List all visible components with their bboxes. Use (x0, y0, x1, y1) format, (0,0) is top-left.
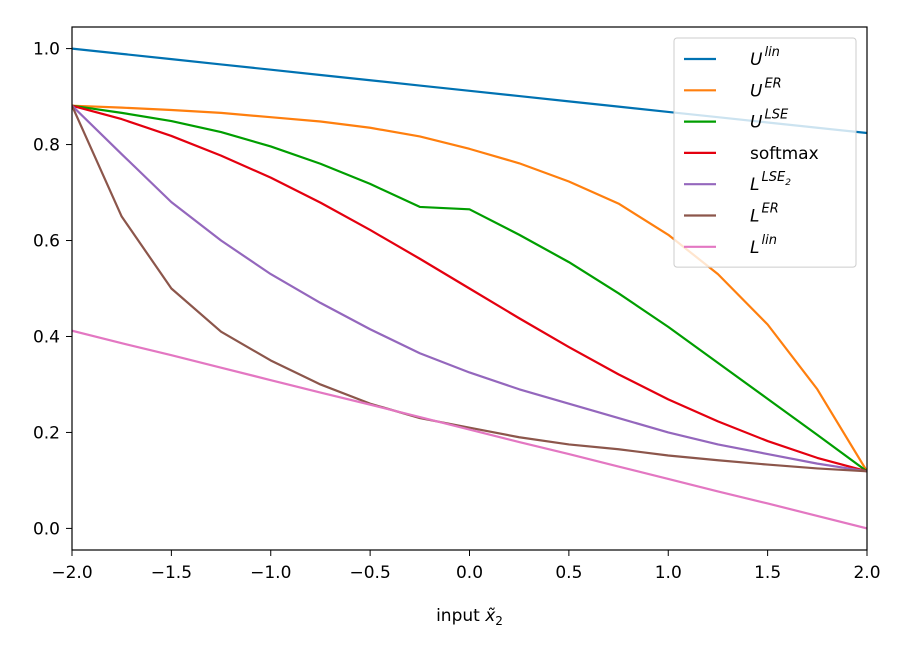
x-axis-label-var: x̃ (484, 606, 496, 626)
y-axis: 0.0 0.2 0.4 0.6 0.8 1.0 (33, 40, 72, 539)
y-tick-label: 0.6 (33, 232, 60, 252)
series-line-1 (72, 104, 867, 472)
y-tick-label: 0.2 (33, 423, 60, 443)
x-tick-label: 0.5 (555, 563, 582, 583)
series-line-3 (72, 104, 867, 473)
series-line-2 (72, 104, 867, 473)
legend-label: softmax (750, 144, 819, 164)
series-line-5 (72, 105, 867, 473)
y-tick-label: 0.8 (33, 136, 60, 156)
x-tick-label: 1.5 (754, 563, 781, 583)
legend-label: L LSE2 (750, 170, 791, 195)
x-tick-label: 0.0 (456, 563, 483, 583)
x-tick-label: −1.0 (250, 563, 291, 583)
x-axis-label: input x̃2 (436, 606, 503, 628)
legend-item: U ER (684, 76, 782, 101)
legend-item: L ER (684, 202, 779, 227)
x-tick-label: 2.0 (853, 563, 880, 583)
legend-item: L LSE2 (684, 170, 791, 195)
legend-label: L ER (750, 202, 779, 227)
x-axis: −2.0 −1.5 −1.0 −0.5 0.0 0.5 1.0 1.5 2.0 (51, 550, 881, 583)
x-tick-label: −1.5 (151, 563, 192, 583)
x-axis-label-main: input (436, 606, 485, 626)
y-tick-label: 0.4 (33, 327, 60, 347)
series-line-6 (72, 329, 867, 530)
series-line-4 (72, 104, 867, 473)
legend-box (673, 37, 857, 268)
legend-item: softmax (684, 144, 819, 164)
x-tick-label: −0.5 (349, 563, 390, 583)
x-axis-label-sub: 2 (495, 614, 503, 628)
x-tick-label: 1.0 (655, 563, 682, 583)
series-layer (72, 47, 867, 530)
y-tick-label: 0.0 (33, 519, 60, 539)
legend-item: U LSE (684, 108, 789, 133)
x-tick-label: −2.0 (51, 563, 92, 583)
y-tick-label: 1.0 (33, 40, 60, 60)
legend-label: U LSE (750, 108, 789, 133)
legend-label: U ER (750, 76, 782, 101)
